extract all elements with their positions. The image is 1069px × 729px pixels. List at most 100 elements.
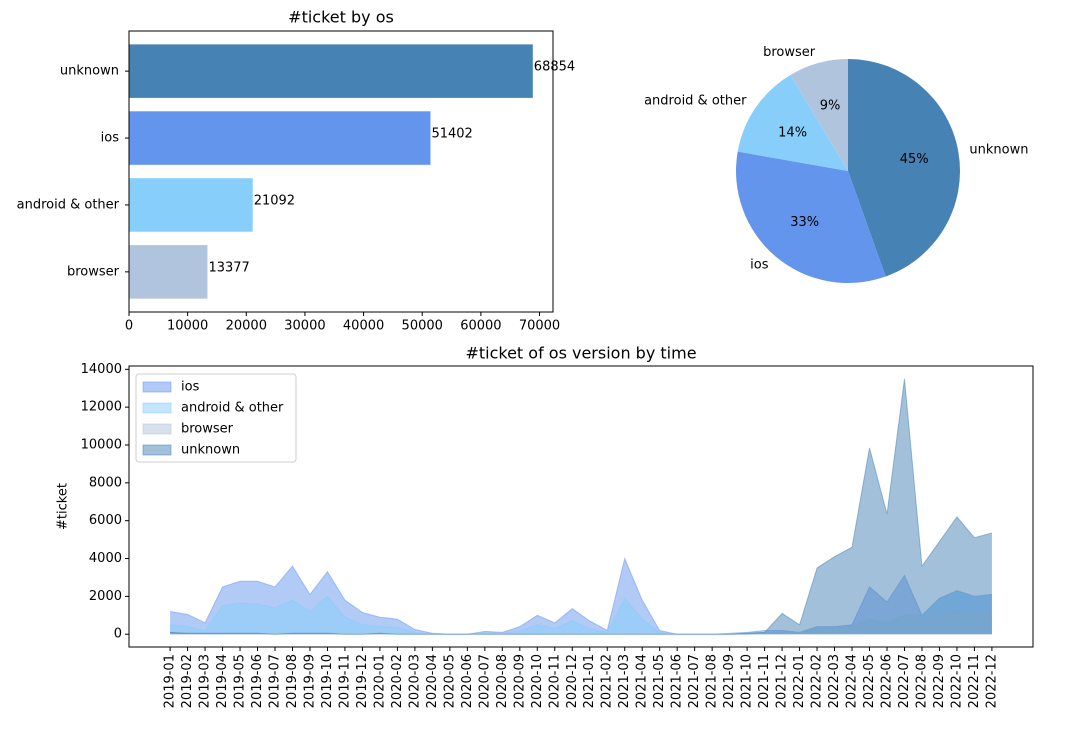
- x-tick-label: 2022-08: [914, 654, 929, 708]
- x-tick-label: 40000: [343, 319, 384, 334]
- x-tick-label: 2022-03: [827, 654, 842, 708]
- y-tick-label: 6000: [89, 513, 122, 528]
- x-tick-label: 2019-05: [233, 654, 248, 708]
- x-tick-label: 2020-08: [495, 654, 510, 708]
- y-tick-label: unknown: [60, 64, 119, 79]
- pie-slice: [790, 59, 848, 171]
- x-tick-label: 2022-09: [932, 654, 947, 708]
- slice-percent: 33%: [790, 215, 819, 230]
- axes-frame: [128, 365, 1034, 648]
- x-tick-label: 2021-02: [600, 654, 615, 708]
- x-tick-label: 2021-09: [722, 654, 737, 708]
- legend-frame: [135, 373, 297, 463]
- x-tick-label: 2022-01: [792, 654, 807, 708]
- bar: [129, 111, 431, 165]
- x-tick-label: 2021-01: [582, 654, 597, 708]
- x-tick-label: 2019-03: [198, 654, 213, 708]
- y-tick-label: android & other: [17, 197, 120, 212]
- y-tick-label: 10000: [81, 438, 122, 453]
- chart-title: #ticket of os version by time: [465, 344, 696, 363]
- x-tick-label: 2022-04: [845, 654, 860, 708]
- legend-swatch: [142, 381, 172, 393]
- x-tick-label: 2019-10: [320, 654, 335, 708]
- legend-label: browser: [181, 422, 234, 437]
- legend-label: unknown: [181, 443, 240, 458]
- legend-swatch: [142, 402, 172, 414]
- pie-slice: [737, 74, 848, 171]
- value-label: 68854: [534, 60, 575, 75]
- slice-percent: 9%: [820, 99, 841, 114]
- x-tick-label: 2021-12: [775, 654, 790, 708]
- x-tick-label: 2020-06: [460, 654, 475, 708]
- x-tick-label: 2021-05: [652, 654, 667, 708]
- x-tick-label: 2019-09: [302, 654, 317, 708]
- y-axis-label: #ticket: [56, 483, 71, 530]
- value-label: 51402: [431, 127, 472, 142]
- y-tick-label: browser: [67, 264, 120, 279]
- x-tick-label: 2019-01: [163, 654, 178, 708]
- x-tick-label: 2021-11: [757, 654, 772, 708]
- x-tick-label: 2019-06: [250, 654, 265, 708]
- x-tick-label: 2019-07: [268, 654, 283, 708]
- x-tick-label: 2021-03: [617, 654, 632, 708]
- x-tick-label: 2020-03: [407, 654, 422, 708]
- x-tick-label: 2022-06: [879, 654, 894, 708]
- pie-slice: [736, 151, 886, 283]
- x-tick-label: 2019-02: [180, 654, 195, 708]
- bar: [129, 245, 208, 299]
- value-label: 13377: [208, 260, 249, 275]
- x-tick-label: 30000: [284, 319, 325, 334]
- legend-swatch: [142, 444, 172, 456]
- slice-label: browser: [763, 45, 816, 60]
- legend-label: ios: [181, 380, 200, 395]
- bar: [129, 178, 253, 232]
- x-tick-label: 2020-10: [530, 654, 545, 708]
- x-tick-label: 2021-08: [705, 654, 720, 708]
- x-tick-label: 2020-05: [442, 654, 457, 708]
- x-tick-label: 2022-10: [949, 654, 964, 708]
- x-tick-label: 2019-12: [355, 654, 370, 708]
- y-tick-label: 0: [114, 627, 122, 642]
- slice-label: ios: [750, 258, 769, 273]
- slice-label: android & other: [644, 94, 747, 109]
- legend-swatch: [142, 423, 172, 435]
- slice-percent: 14%: [778, 125, 807, 140]
- legend-label: android & other: [181, 401, 284, 416]
- y-tick-label: ios: [101, 131, 120, 146]
- slice-label: unknown: [969, 142, 1028, 157]
- slice-percent: 45%: [900, 152, 929, 167]
- x-tick-label: 2019-04: [215, 654, 230, 708]
- x-tick-label: 2022-07: [897, 654, 912, 708]
- x-tick-label: 10000: [167, 319, 208, 334]
- y-tick-label: 2000: [89, 589, 122, 604]
- x-tick-label: 2020-09: [512, 654, 527, 708]
- y-tick-label: 8000: [89, 475, 122, 490]
- bar: [129, 44, 533, 98]
- x-tick-label: 70000: [519, 319, 560, 334]
- x-tick-label: 2020-07: [477, 654, 492, 708]
- x-tick-label: 2020-11: [547, 654, 562, 708]
- x-tick-label: 2020-02: [390, 654, 405, 708]
- y-tick-label: 12000: [81, 400, 122, 415]
- x-tick-label: 2021-07: [687, 654, 702, 708]
- x-tick-label: 2019-08: [285, 654, 300, 708]
- x-tick-label: 2021-10: [740, 654, 755, 708]
- x-tick-label: 2022-12: [984, 654, 999, 708]
- x-tick-label: 2022-02: [810, 654, 825, 708]
- x-tick-label: 2019-11: [337, 654, 352, 708]
- x-tick-label: 2020-01: [372, 654, 387, 708]
- x-tick-label: 2022-05: [862, 654, 877, 708]
- chart-title: #ticket by os: [288, 8, 394, 27]
- x-tick-label: 2020-12: [565, 654, 580, 708]
- x-tick-label: 2021-06: [670, 654, 685, 708]
- area-edge: [170, 378, 993, 635]
- x-tick-label: 20000: [226, 319, 267, 334]
- pie-slice: [848, 59, 961, 277]
- x-tick-label: 2020-04: [425, 654, 440, 708]
- area-fill: [170, 378, 992, 635]
- value-label: 21092: [254, 193, 295, 208]
- x-tick-label: 0: [125, 319, 133, 334]
- y-tick-label: 14000: [81, 362, 122, 377]
- axes-frame: [128, 30, 554, 313]
